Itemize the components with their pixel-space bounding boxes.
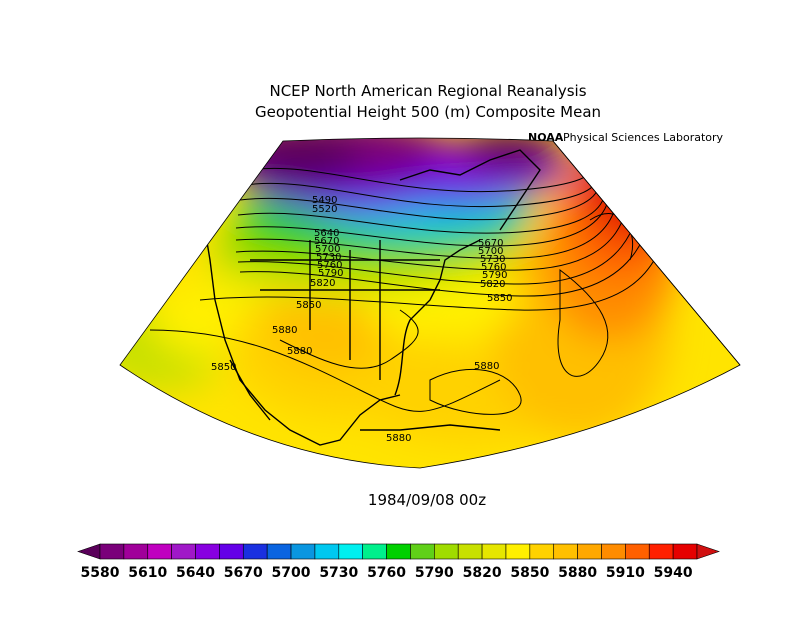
colorbar-tick-label: 5850: [510, 565, 549, 581]
colorbar-tick-label: 5730: [319, 565, 358, 581]
colorbar-box: [314, 543, 340, 560]
colorbar-box: [625, 543, 650, 560]
contour-label: 5880: [272, 325, 297, 336]
colorbar-box: [171, 543, 196, 560]
contour-label: 5760: [317, 260, 342, 271]
colorbar-box: [601, 543, 626, 560]
colorbar-box: [481, 543, 507, 560]
colorbar-box: [457, 543, 483, 560]
colorbar-box: [434, 543, 459, 560]
colorbar-tick-labels: 5580 5610 5640 5670 5700 5730 5760 5790 5820 5850…: [81, 565, 693, 581]
contour-label: 5820: [310, 278, 335, 289]
contour-label: 5880: [287, 346, 312, 357]
contour-label: 5820: [480, 279, 505, 290]
colorbar-box: [553, 543, 578, 560]
colorbar-box: [147, 543, 172, 560]
height-field: [120, 138, 740, 468]
contour-label: 5640: [314, 228, 339, 239]
map-panel: 5490 5520 5640 5670 5700 5730 5760 5790 …: [119, 137, 741, 469]
colorbar-box: [123, 543, 149, 560]
colorbar-tick-label: 5670: [224, 565, 263, 581]
colorbar-box: [410, 543, 435, 560]
colorbar-box: [219, 543, 244, 560]
colorbar-box: [338, 543, 363, 560]
colorbar-tick-label: 5820: [463, 565, 502, 581]
colorbar-tick-label: 5760: [367, 565, 406, 581]
colorbar-tick-label: 5940: [654, 565, 693, 581]
colorbar-box: [577, 543, 602, 560]
contour-label: 5850: [487, 293, 512, 304]
contour-label: 5730: [480, 254, 505, 265]
colorbar-tick-label: 5790: [415, 565, 454, 581]
contour-label: 5700: [315, 244, 340, 255]
colorbar-tick-label: 5910: [606, 565, 645, 581]
colorbar-arrow-low: [77, 543, 101, 560]
contour-label: 5490: [312, 195, 337, 206]
colorbar-box: [529, 543, 555, 560]
contour-label: 5880: [474, 361, 499, 372]
colorbar-box: [386, 543, 411, 560]
contour-label: 5850: [296, 300, 321, 311]
date-stamp: 1984/09/08 00z: [368, 491, 486, 509]
colorbar-tick-label: 5580: [81, 565, 120, 581]
contour-label: 5700: [478, 246, 503, 257]
colorbar: [77, 543, 720, 560]
colorbar-arrow-high: [696, 543, 720, 560]
contour-label: 5790: [318, 268, 343, 279]
contour-label: 5880: [386, 433, 411, 444]
contour-label: 5790: [482, 270, 507, 281]
colorbar-box: [362, 543, 387, 560]
colorbar-box: [99, 543, 125, 560]
colorbar-box: [648, 543, 674, 560]
contour-label: 5670: [478, 238, 503, 249]
chart-title: NCEP North American Regional Reanalysis: [269, 82, 586, 100]
contour-label: 5730: [316, 252, 341, 263]
colorbar-box: [195, 543, 220, 560]
colorbar-box: [266, 543, 292, 560]
chart-subtitle: Geopotential Height 500 (m) Composite Me…: [255, 103, 601, 121]
contour-label: 5760: [481, 262, 506, 273]
colorbar-box: [242, 543, 268, 560]
lab-credit: Physical Sciences Laboratory: [563, 131, 724, 144]
colorbar-tick-label: 5880: [558, 565, 597, 581]
contour-label: 5520: [312, 204, 337, 215]
colorbar-tick-label: 5700: [272, 565, 311, 581]
colorbar-tick-label: 5640: [176, 565, 215, 581]
colorbar-box: [505, 543, 531, 560]
contour-label: 5850: [211, 362, 236, 373]
contour-label: 5670: [314, 236, 339, 247]
colorbar-tick-label: 5610: [128, 565, 167, 581]
colorbar-box: [290, 543, 316, 560]
colorbar-box: [672, 543, 698, 560]
contour-labels: 5490 5520 5640 5670 5700 5730 5760 5790 …: [211, 195, 512, 444]
